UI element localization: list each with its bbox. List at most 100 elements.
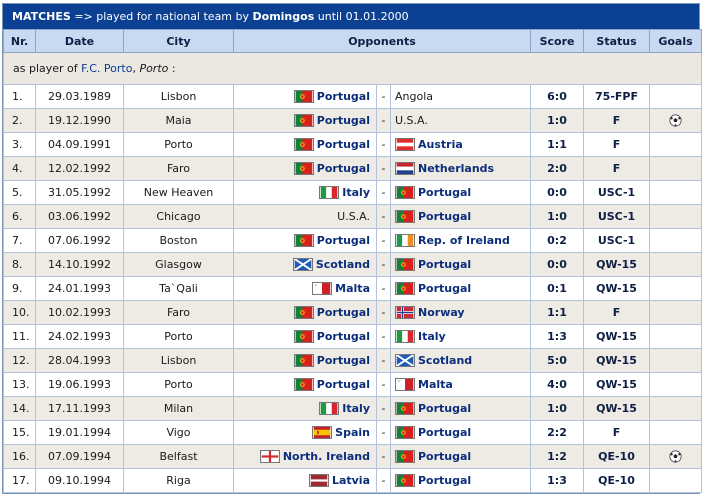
cell-score: 1:2	[530, 444, 585, 469]
cell-separator: -	[376, 324, 391, 349]
home-team-name: Portugal	[316, 161, 370, 175]
cell-date: 24.01.1993	[35, 276, 124, 301]
table-row: 4. 12.02.1992 Faro Portugal - Netherlands 2:0 F	[3, 156, 702, 181]
home-team-name: Scotland	[315, 257, 370, 271]
cell-score: 0:1	[530, 276, 585, 301]
table-row: 6. 03.06.1992 Chicago U.S.A. - Portugal 1:0 USC…	[3, 204, 702, 229]
cell-separator: -	[376, 348, 391, 373]
table-row: 3. 04.09.1991 Porto Portugal - Austria 1:1 F	[3, 132, 702, 157]
table-row: 7. 07.06.1992 Boston Portugal - Rep. of Irela…	[3, 228, 702, 253]
cell-away-team: Portugal	[389, 204, 532, 229]
cell-nr: 4.	[3, 156, 36, 181]
cell-goals	[649, 228, 702, 253]
cell-separator: -	[376, 276, 391, 301]
cell-away-team: Italy	[389, 324, 532, 349]
flag-portugal-icon	[395, 402, 415, 416]
cell-city: Milan	[123, 396, 234, 421]
flag-portugal-icon	[293, 354, 314, 368]
cell-home-team: Portugal	[233, 108, 377, 133]
cell-date: 24.02.1993	[35, 324, 124, 349]
cell-city: Porto	[123, 324, 234, 349]
cell-date: 07.09.1994	[35, 444, 124, 469]
away-team-name: Italy	[418, 329, 446, 343]
cell-score: 1:3	[530, 468, 585, 493]
home-team-name: Portugal	[316, 233, 370, 247]
cell-score: 0:0	[530, 252, 585, 277]
cell-separator: -	[376, 420, 391, 445]
cell-city: Vigo	[123, 420, 234, 445]
cell-home-team: Italy	[233, 180, 377, 205]
cell-goals	[649, 444, 702, 469]
title-until: until 01.01.2000	[314, 10, 409, 23]
cell-score: 0:0	[530, 180, 585, 205]
cell-status: F	[583, 108, 651, 133]
cell-date: 14.10.1992	[35, 252, 124, 277]
cell-date: 28.04.1993	[35, 348, 124, 373]
col-header-goals: Goals	[649, 29, 702, 53]
cell-date: 17.11.1993	[35, 396, 124, 421]
cell-goals	[649, 420, 702, 445]
section-row: as player of F.C. Porto, Porto :	[2, 52, 702, 85]
cell-date: 19.01.1994	[35, 420, 124, 445]
home-team-name: Portugal	[316, 305, 370, 319]
cell-away-team: Angola	[389, 84, 532, 109]
cell-away-team: Portugal	[389, 252, 532, 277]
home-team-name: North. Ireland	[282, 449, 370, 463]
cell-goals	[649, 84, 702, 109]
title-description: => played for national team by	[70, 10, 253, 23]
table-row: 8. 14.10.1992 Glasgow Scotland - Portugal 0:0 Q…	[3, 252, 702, 277]
flag-italy-icon	[395, 330, 415, 344]
cell-nr: 2.	[3, 108, 36, 133]
cell-status: QW-15	[583, 276, 651, 301]
cell-date: 12.02.1992	[35, 156, 124, 181]
away-team-name: Portugal	[418, 425, 472, 439]
cell-separator: -	[376, 396, 391, 421]
flag-portugal-icon	[293, 378, 314, 392]
cell-goals	[649, 132, 702, 157]
cell-home-team: Latvia	[233, 468, 377, 493]
away-team-name: Norway	[418, 305, 465, 319]
away-team-name: Portugal	[418, 449, 472, 463]
cell-goals	[649, 348, 702, 373]
cell-away-team: Austria	[389, 132, 532, 157]
home-team-name: Latvia	[331, 473, 370, 487]
section-sep: ,	[132, 62, 140, 75]
away-team-name: Rep. of Ireland	[418, 233, 510, 247]
flag-portugal-icon	[395, 258, 415, 272]
cell-date: 19.06.1993	[35, 372, 124, 397]
flag-portugal-icon	[293, 114, 314, 128]
flag-scotland-icon	[395, 354, 415, 368]
flag-portugal-icon	[395, 426, 415, 440]
cell-goals	[649, 156, 702, 181]
home-team-name: Malta	[335, 281, 370, 295]
flag-latvia-icon	[308, 474, 329, 488]
cell-away-team: Portugal	[389, 180, 532, 205]
cell-city: Lisbon	[123, 348, 234, 373]
flag-spain-icon	[312, 426, 333, 440]
away-team-name: Malta	[418, 377, 453, 391]
table-row: 1. 29.03.1989 Lisbon Portugal - Angola 6:0 75-F…	[3, 84, 702, 109]
cell-nr: 14.	[3, 396, 36, 421]
cell-home-team: Scotland	[233, 252, 377, 277]
cell-date: 04.09.1991	[35, 132, 124, 157]
table-row: 10. 10.02.1993 Faro Portugal - Norway 1:1 F	[3, 300, 702, 325]
cell-away-team: Portugal	[389, 468, 532, 493]
cell-goals	[649, 108, 702, 133]
cell-home-team: Portugal	[233, 324, 377, 349]
cell-date: 03.06.1992	[35, 204, 124, 229]
table-row: 14. 17.11.1993 Milan Italy - Portugal 1:0 QW-15	[3, 396, 702, 421]
flag-italy-icon	[319, 186, 340, 200]
section-suffix: :	[168, 62, 176, 75]
cell-goals	[649, 396, 702, 421]
cell-score: 6:0	[530, 84, 585, 109]
col-header-date: Date	[35, 29, 124, 53]
cell-status: QW-15	[583, 252, 651, 277]
cell-status: F	[583, 420, 651, 445]
cell-separator: -	[376, 132, 391, 157]
away-team-name: Portugal	[418, 401, 472, 415]
cell-separator: -	[376, 300, 391, 325]
cell-goals	[649, 300, 702, 325]
cell-away-team: Scotland	[389, 348, 532, 373]
matches-table: Nr. Date City Opponents Score Status Goa…	[2, 29, 702, 493]
cell-city: Maia	[123, 108, 234, 133]
